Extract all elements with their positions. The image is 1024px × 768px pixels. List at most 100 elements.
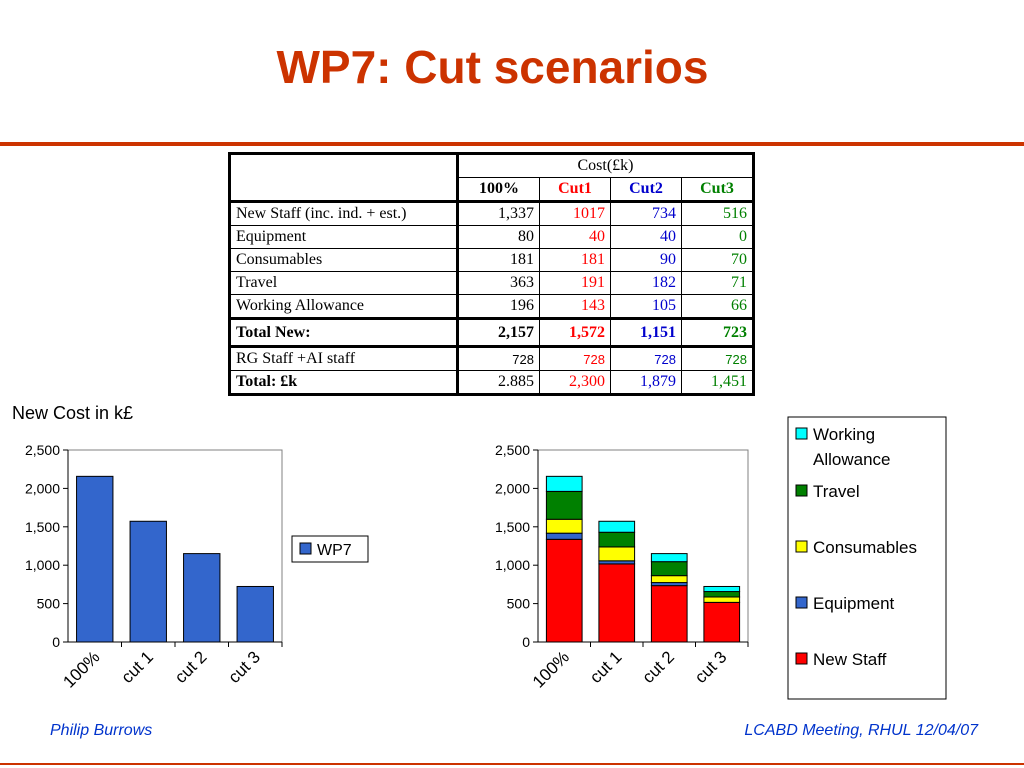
bar-segment [545, 538, 583, 643]
bar-segment [703, 585, 741, 593]
footer-author: Philip Burrows [50, 722, 153, 739]
bar-segment [703, 591, 741, 598]
cell: 728 [539, 345, 611, 371]
cell: 40 [539, 225, 611, 249]
cell: 80 [456, 225, 540, 249]
row-label: Consumables [229, 248, 458, 272]
y-tick-label: 500 [37, 596, 61, 612]
bar-segment [598, 531, 636, 548]
y-tick-label: 1,000 [25, 557, 60, 573]
x-tick-label: cut 2 [639, 647, 678, 686]
title-divider [0, 142, 1024, 146]
table-corner-cell [229, 153, 458, 202]
row-label: Working Allowance [229, 294, 458, 319]
cell: 70 [681, 248, 754, 272]
footer-divider [0, 763, 1024, 765]
x-tick-label: 100% [529, 647, 573, 691]
y-tick-label: 1,500 [495, 519, 530, 535]
y-tick-label: 1,000 [495, 557, 530, 573]
legend-swatch [299, 542, 312, 555]
legend-label: Allowance [813, 450, 891, 469]
legend-label: Travel [813, 482, 860, 501]
cell: 734 [610, 200, 682, 226]
total-row: Total: £k 2.885 2,300 1,879 1,451 [229, 370, 754, 395]
row-label: New Staff (inc. ind. + est.) [229, 200, 458, 226]
cell: 1,451 [681, 370, 754, 395]
cell: 181 [456, 248, 540, 272]
table-row: New Staff (inc. ind. + est.) 1,337 1017 … [229, 200, 754, 226]
cell: 0 [681, 225, 754, 249]
x-tick-label: cut 1 [118, 647, 157, 686]
cell: 728 [610, 345, 682, 371]
bar [236, 585, 274, 643]
legend-swatch [795, 484, 808, 497]
row-label: Travel [229, 271, 458, 295]
bar-segment [598, 520, 636, 533]
bar-segment [650, 585, 688, 643]
cell: 1,879 [610, 370, 682, 395]
cell: 1,337 [456, 200, 540, 226]
cell: 182 [610, 271, 682, 295]
bar [129, 520, 167, 643]
col-header-cut3: Cut3 [681, 177, 754, 202]
cell: 728 [681, 345, 754, 371]
wp7-total-cost-chart: 0 500 1,000 1,500 2,000 2,500 100% cut 1 cut 2 cu… [25, 442, 369, 692]
chart-section-label: New Cost in k£ [12, 403, 134, 423]
cell: 723 [681, 317, 754, 347]
cost-table: Cost(£k) 100% Cut1 Cut2 Cut3 New Staff (… [228, 152, 755, 396]
y-tick-label: 500 [507, 596, 531, 612]
legend-label: Working [813, 425, 875, 444]
table-row: Travel 363 191 182 71 [229, 271, 754, 295]
y-tick-label: 1,500 [25, 519, 60, 535]
legend-label: Consumables [813, 538, 917, 557]
cell: 105 [610, 294, 682, 319]
cell: 516 [681, 200, 754, 226]
y-tick-label: 2,500 [25, 442, 60, 458]
y-tick-label: 2,000 [495, 480, 530, 496]
cell: 1,572 [539, 317, 611, 347]
cell: 728 [456, 345, 540, 371]
row-label: Total: £k [229, 370, 458, 395]
bar-segment [545, 518, 583, 534]
cell: 1017 [539, 200, 611, 226]
cell: 2.885 [456, 370, 540, 395]
cell: 71 [681, 271, 754, 295]
column-header-row: 100% Cut1 Cut2 Cut3 [230, 177, 754, 202]
cell: 191 [539, 271, 611, 295]
legend-box [787, 416, 947, 700]
legend-label: Equipment [813, 594, 895, 613]
cell: 2,300 [539, 370, 611, 395]
bar-segment [650, 575, 688, 584]
cell: 196 [456, 294, 540, 319]
bar-segment [598, 546, 636, 562]
row-label: Total New: [229, 317, 458, 347]
y-tick-label: 2,500 [495, 442, 530, 458]
x-tick-label: cut 2 [171, 647, 210, 686]
bar-segment [703, 601, 741, 643]
footer-meeting: LCABD Meeting, RHUL 12/04/07 [744, 722, 978, 739]
bar-segment [545, 532, 583, 540]
bar [76, 475, 114, 643]
bar-segment [703, 596, 741, 603]
legend-swatch [795, 427, 808, 440]
cell: 1,151 [610, 317, 682, 347]
x-tick-label: cut 3 [225, 647, 264, 686]
cell: 66 [681, 294, 754, 319]
col-header-cut2: Cut2 [610, 177, 682, 202]
bar [183, 553, 221, 643]
y-tick-label: 0 [522, 634, 530, 650]
slide-title: WP7: Cut scenarios [276, 41, 709, 93]
bar-segment [545, 475, 583, 492]
legend-label: New Staff [813, 650, 887, 669]
row-label: RG Staff +AI staff [229, 345, 458, 371]
bar-segment [545, 490, 583, 520]
legend-swatch [795, 652, 808, 665]
bar-segment [650, 553, 688, 563]
y-tick-label: 0 [52, 634, 60, 650]
y-tick-label: 2,000 [25, 480, 60, 496]
table-row: Working Allowance 196 143 105 66 [229, 294, 754, 319]
bar-segment [650, 561, 688, 577]
cell: 143 [539, 294, 611, 319]
table-row: Consumables 181 181 90 70 [229, 248, 754, 272]
cell: 40 [610, 225, 682, 249]
